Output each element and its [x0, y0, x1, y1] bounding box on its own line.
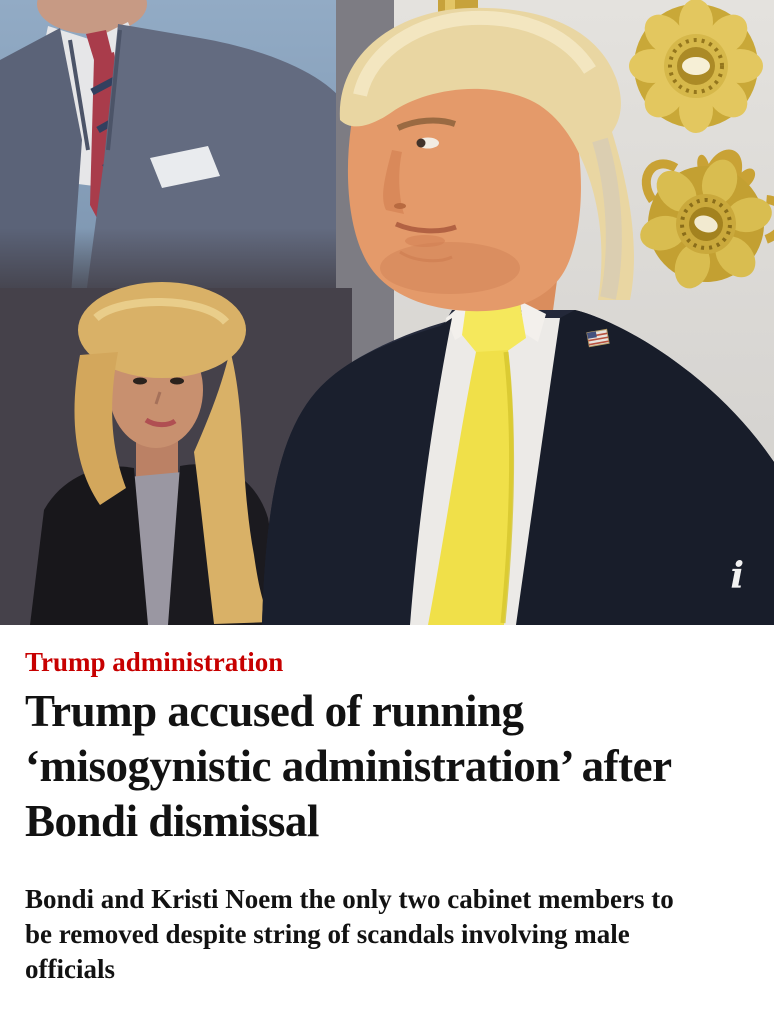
trump-figure	[262, 7, 774, 625]
flag-pin	[586, 328, 610, 348]
article-photo-illustration	[0, 0, 774, 625]
portrait-painting	[0, 0, 348, 310]
article-image[interactable]: i	[0, 0, 774, 625]
image-info-icon[interactable]: i	[730, 555, 744, 597]
gold-ornament-bottom	[636, 149, 774, 293]
article-header: Trump administration Trump accused of ru…	[0, 625, 774, 987]
article-headline: Trump accused of running ‘misogynistic a…	[25, 686, 671, 846]
kicker-label[interactable]: Trump administration	[25, 647, 284, 677]
pam-bondi-figure	[30, 282, 286, 625]
gold-ornament-top	[629, 0, 763, 133]
article-standfirst: Bondi and Kristi Noem the only two cabin…	[25, 883, 674, 984]
